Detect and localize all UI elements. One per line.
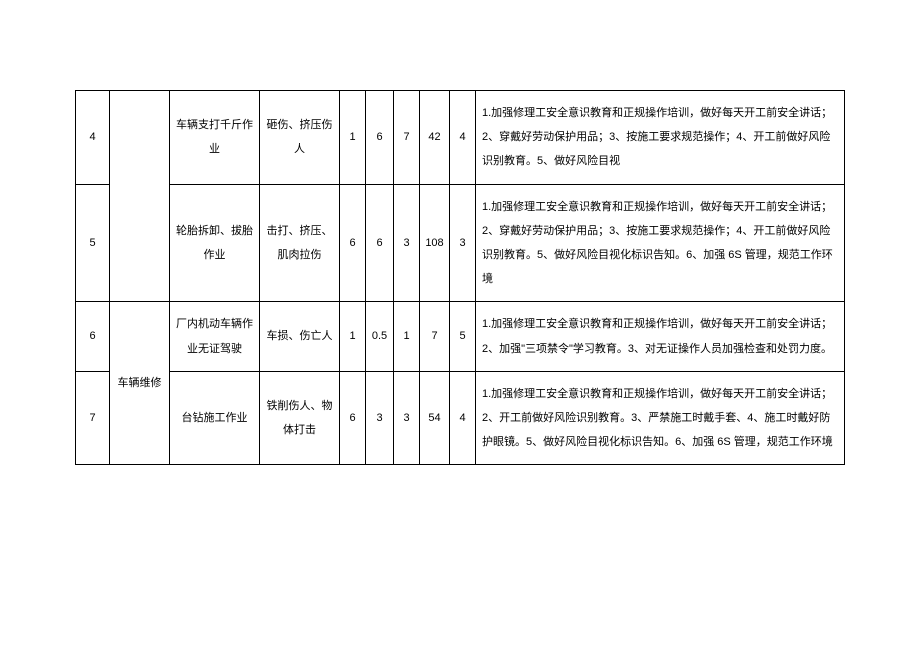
- cell-num: 5: [76, 184, 110, 302]
- table-row: 4 车辆支打千斤作业 砸伤、挤压伤人 1 6 7 42 4 1.加强修理工安全意…: [76, 91, 845, 185]
- cell-v2: 6: [366, 184, 394, 302]
- cell-v4: 7: [420, 302, 450, 371]
- cell-category-empty: [110, 91, 170, 302]
- cell-v4: 42: [420, 91, 450, 185]
- cell-v4: 108: [420, 184, 450, 302]
- cell-measure: 1.加强修理工安全意识教育和正规操作培训，做好每天开工前安全讲话；2、加强"三项…: [476, 302, 845, 371]
- table-row: 6 车辆维修 厂内机动车辆作业无证驾驶 车损、伤亡人 1 0.5 1 7 5 1…: [76, 302, 845, 371]
- cell-num: 4: [76, 91, 110, 185]
- cell-v1: 1: [340, 91, 366, 185]
- cell-v1: 1: [340, 302, 366, 371]
- cell-task: 台钻施工作业: [170, 371, 260, 465]
- cell-v5: 4: [450, 371, 476, 465]
- risk-assessment-table: 4 车辆支打千斤作业 砸伤、挤压伤人 1 6 7 42 4 1.加强修理工安全意…: [75, 90, 845, 465]
- cell-v2: 3: [366, 371, 394, 465]
- cell-task: 厂内机动车辆作业无证驾驶: [170, 302, 260, 371]
- cell-hazard: 车损、伤亡人: [260, 302, 340, 371]
- cell-num: 7: [76, 371, 110, 465]
- cell-v3: 3: [394, 371, 420, 465]
- cell-measure: 1.加强修理工安全意识教育和正规操作培训，做好每天开工前安全讲话；2、穿戴好劳动…: [476, 184, 845, 302]
- cell-category: 车辆维修: [110, 302, 170, 465]
- cell-measure: 1.加强修理工安全意识教育和正规操作培训，做好每天开工前安全讲话；2、穿戴好劳动…: [476, 91, 845, 185]
- cell-v5: 4: [450, 91, 476, 185]
- cell-v2: 6: [366, 91, 394, 185]
- cell-v3: 1: [394, 302, 420, 371]
- cell-task: 车辆支打千斤作业: [170, 91, 260, 185]
- cell-v3: 3: [394, 184, 420, 302]
- cell-v3: 7: [394, 91, 420, 185]
- cell-num: 6: [76, 302, 110, 371]
- cell-hazard: 铁削伤人、物体打击: [260, 371, 340, 465]
- cell-v4: 54: [420, 371, 450, 465]
- cell-v2: 0.5: [366, 302, 394, 371]
- cell-v1: 6: [340, 371, 366, 465]
- cell-measure: 1.加强修理工安全意识教育和正规操作培训，做好每天开工前安全讲话；2、开工前做好…: [476, 371, 845, 465]
- cell-v1: 6: [340, 184, 366, 302]
- cell-hazard: 击打、挤压、肌肉拉伤: [260, 184, 340, 302]
- cell-task: 轮胎拆卸、拔胎作业: [170, 184, 260, 302]
- cell-hazard: 砸伤、挤压伤人: [260, 91, 340, 185]
- table-row: 5 轮胎拆卸、拔胎作业 击打、挤压、肌肉拉伤 6 6 3 108 3 1.加强修…: [76, 184, 845, 302]
- cell-v5: 5: [450, 302, 476, 371]
- cell-v5: 3: [450, 184, 476, 302]
- table-row: 7 台钻施工作业 铁削伤人、物体打击 6 3 3 54 4 1.加强修理工安全意…: [76, 371, 845, 465]
